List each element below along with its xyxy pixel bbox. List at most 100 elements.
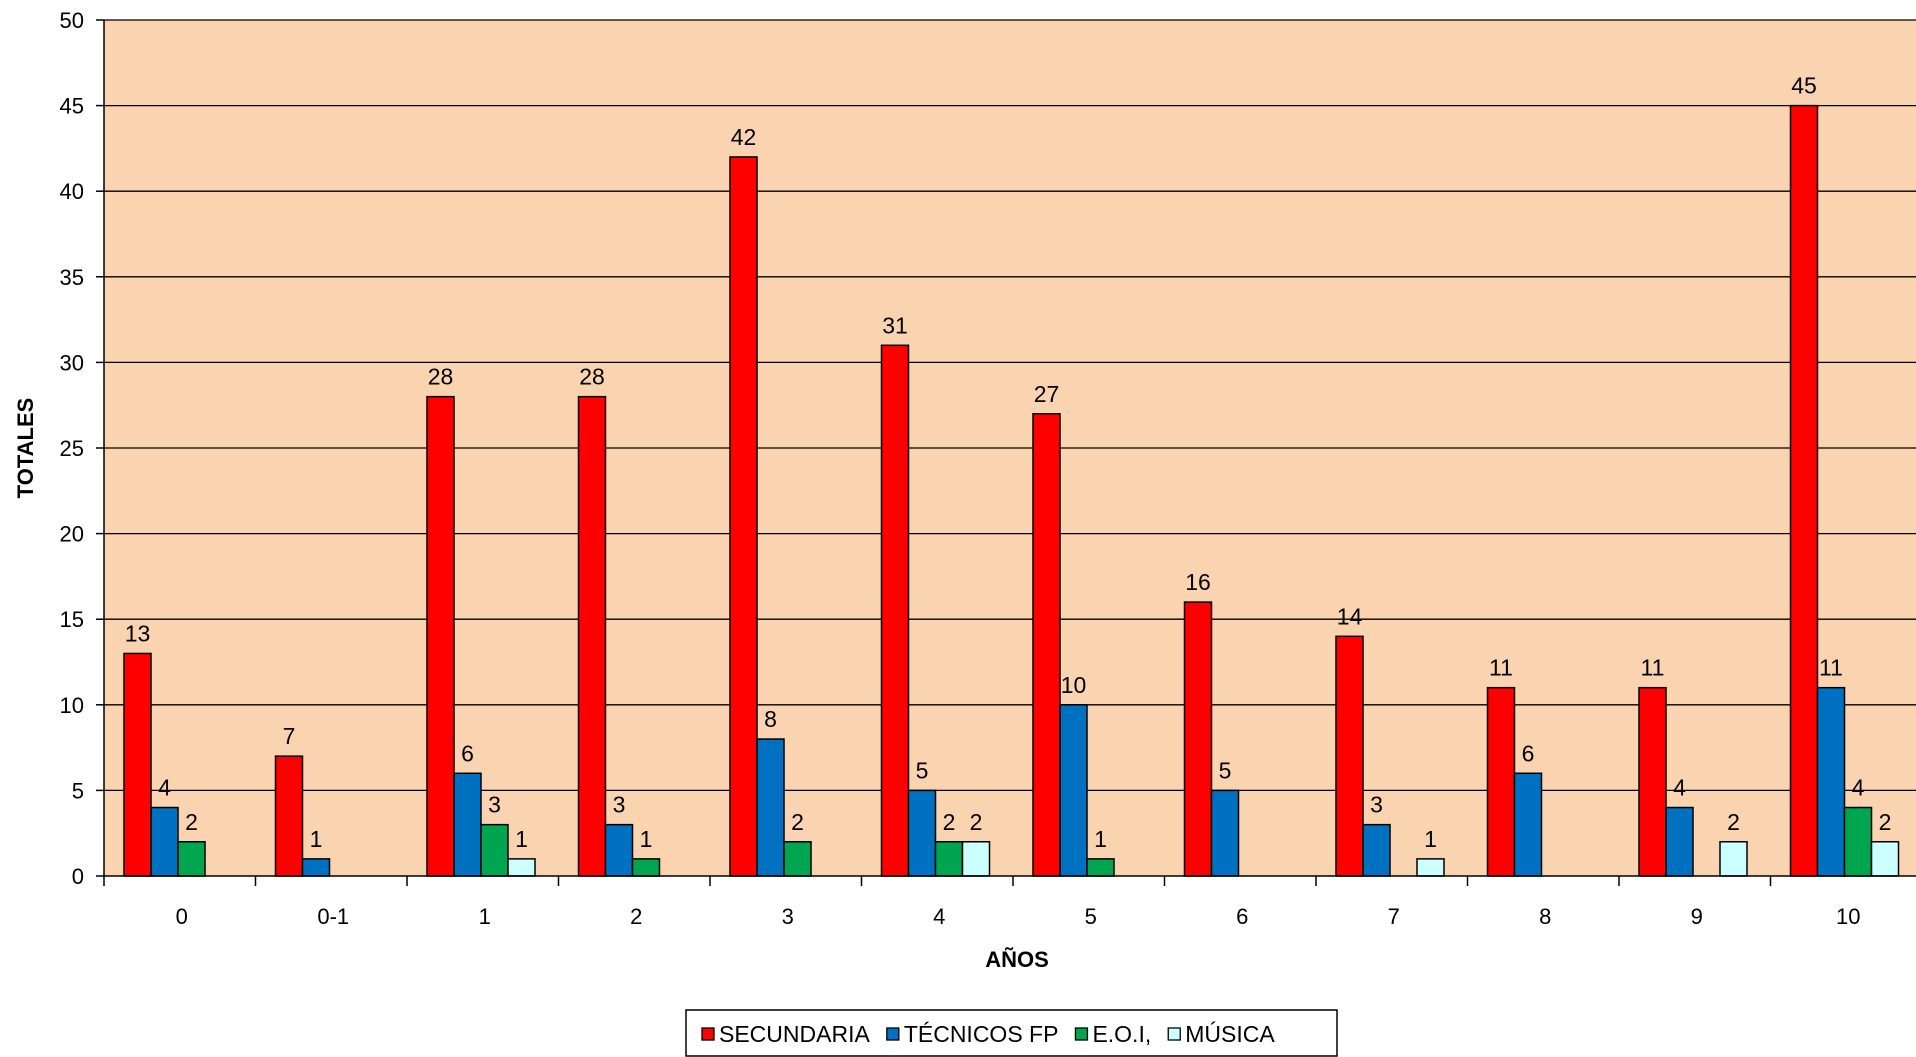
y-tick-label: 15 [60,607,84,632]
bar [426,395,455,877]
x-tick-label: 0 [176,904,188,929]
bars [123,104,1900,877]
x-tick-label: 7 [1388,904,1400,929]
bar [934,841,964,877]
x-tick-label: 5 [1085,904,1097,929]
x-tick-label: 2 [630,904,642,929]
legend-swatch [886,1027,900,1041]
bar [1362,823,1391,877]
bar [1816,686,1846,877]
data-label: 3 [488,792,501,818]
x-tick-label: 0-1 [317,904,349,929]
data-label: 4 [158,775,171,801]
bar [1032,413,1061,877]
bar [274,755,304,877]
data-label: 8 [764,706,777,732]
data-label: 2 [943,809,956,835]
x-axis-ticks: 0 0-1 1 2 3 4 5 6 7 8 9 10 [103,876,1860,929]
y-axis-title: TOTALES [13,398,38,499]
y-tick-label: 10 [60,693,84,718]
bar [301,858,331,877]
data-label: 2 [791,809,804,835]
y-tick-label: 45 [60,94,84,119]
legend-swatch [1074,1027,1089,1041]
bar [1665,806,1694,877]
bar [1486,686,1516,877]
bar [1183,601,1213,877]
data-label: 1 [515,826,528,852]
legend-label: MÚSICA [1185,1021,1275,1047]
data-label: 16 [1185,569,1211,595]
data-label: 1 [1094,826,1107,852]
bar [729,156,758,877]
legend-label: TÉCNICOS FP [904,1021,1059,1047]
data-label: 11 [1489,655,1513,681]
data-label: 28 [579,364,605,390]
data-label: 2 [185,809,198,835]
y-tick-label: 0 [72,864,84,889]
data-label: 10 [1061,672,1087,698]
x-tick-label: 1 [479,904,491,929]
bar [961,841,991,877]
data-label: 5 [1219,757,1232,783]
y-tick-label: 25 [60,436,84,461]
bar [1638,686,1667,877]
bar [907,789,937,877]
data-label: 28 [428,364,454,390]
data-label: 2 [1727,809,1740,835]
y-tick-label: 40 [60,179,84,204]
bar [150,806,179,877]
bar [783,841,812,877]
data-label: 1 [310,826,323,852]
data-label: 3 [1370,792,1383,818]
bar [1086,858,1115,877]
data-label: 27 [1034,381,1060,407]
data-label: 45 [1791,73,1817,99]
data-label: 7 [283,723,296,749]
data-label: 4 [1673,775,1686,801]
data-label: 13 [125,620,151,646]
y-axis-ticks: 0 5 10 15 20 25 30 35 40 45 50 [60,8,104,889]
bar [577,395,607,877]
bar [756,738,785,877]
legend-label: E.O.I, [1092,1021,1151,1047]
bar [1335,635,1364,877]
y-tick-label: 20 [60,522,84,547]
data-label: 3 [613,792,626,818]
x-tick-label: 10 [1836,904,1860,929]
data-label: 2 [1879,809,1892,835]
gridlines [104,19,1916,792]
data-label: 2 [970,809,983,835]
bar [1870,841,1900,877]
bar [177,841,206,877]
bar [123,652,152,877]
data-label: 4 [1852,775,1865,801]
bar [1719,841,1748,877]
bar [631,858,661,877]
y-tick-label: 5 [72,778,84,803]
legend-swatch [1167,1027,1181,1041]
bar [1416,858,1445,877]
data-label: 42 [731,124,757,150]
legend-swatch [701,1027,715,1041]
data-label: 31 [882,312,908,338]
x-tick-label: 9 [1691,904,1703,929]
bar [1059,704,1088,877]
legend: SECUNDARIA TÉCNICOS FP E.O.I, MÚSICA [685,1009,1338,1057]
y-tick-label: 50 [60,8,84,33]
bar [1843,806,1873,877]
data-label: 1 [1424,826,1437,852]
legend-label: SECUNDARIA [719,1021,870,1047]
x-tick-label: 4 [933,904,945,929]
data-label: 6 [461,740,474,766]
data-label: 11 [1819,655,1843,681]
data-label: 5 [916,757,929,783]
x-tick-label: 8 [1539,904,1551,929]
data-label: 6 [1522,740,1535,766]
x-tick-label: 3 [782,904,794,929]
legend-box [685,1009,1338,1057]
data-label: 11 [1641,655,1665,681]
x-tick-label: 6 [1236,904,1248,929]
